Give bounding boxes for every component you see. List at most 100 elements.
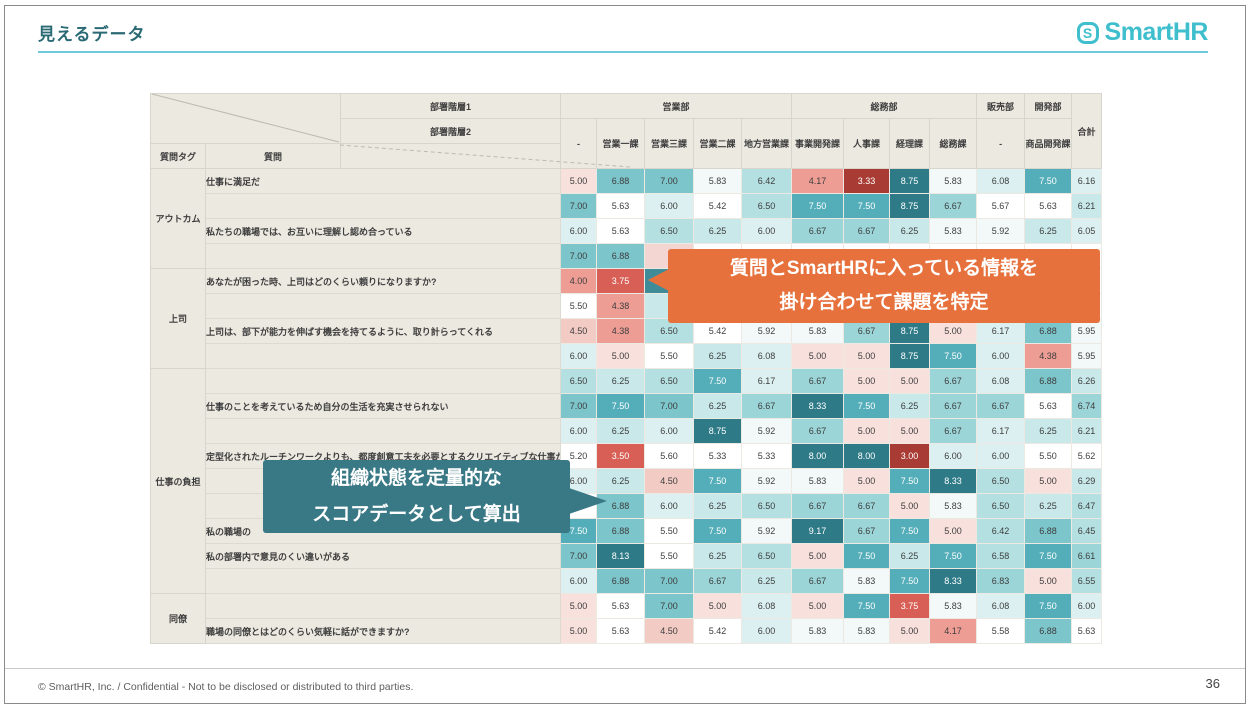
column-header: 営業一課 (596, 118, 645, 169)
score-cell: 6.08 (740, 343, 793, 369)
score-cell: 7.00 (560, 243, 597, 269)
score-cell: 6.74 (1071, 393, 1103, 419)
score-cell: 8.33 (929, 468, 978, 494)
score-cell: 5.83 (929, 168, 978, 194)
score-cell: 6.67 (929, 368, 978, 394)
score-cell: 7.50 (693, 468, 742, 494)
smarthr-logo: S SmartHR (1076, 18, 1209, 47)
question-header: 質問 (205, 143, 341, 169)
score-cell: 5.00 (560, 593, 597, 619)
title-underline (38, 51, 1208, 53)
score-cell: 5.50 (560, 293, 597, 319)
score-cell: 7.00 (644, 593, 694, 619)
score-cell: 5.92 (740, 418, 793, 444)
question-cell: 仕事に満足だ (205, 168, 561, 194)
question-cell: 上司は、部下が能力を伸ばす機会を持てるように、取り計らってくれる (205, 318, 561, 344)
score-cell: 5.83 (693, 168, 742, 194)
score-cell: 6.00 (644, 493, 694, 519)
score-cell: 4.50 (560, 318, 597, 344)
score-cell: 5.00 (596, 343, 645, 369)
table-row: 仕事のことを考えているため自分の生活を充実させられない 7.00 7.50 7.00 6… (151, 393, 1103, 419)
score-cell: 6.17 (740, 368, 793, 394)
tag-cell: アウトカム (150, 168, 206, 269)
score-cell: 6.00 (560, 343, 597, 369)
score-cell: 4.38 (1024, 343, 1073, 369)
score-cell: 6.25 (693, 393, 742, 419)
score-cell: 5.83 (929, 593, 978, 619)
callout-pointer-right-icon (569, 488, 607, 514)
score-cell: 5.33 (693, 443, 742, 469)
score-cell: 7.50 (1024, 593, 1073, 619)
score-cell: 5.00 (791, 543, 845, 569)
score-cell: 6.50 (740, 543, 793, 569)
question-cell (205, 293, 561, 319)
score-cell: 7.50 (889, 568, 931, 594)
score-cell: 5.00 (889, 418, 931, 444)
teal-callout: 組織状態を定量的な スコアデータとして算出 (263, 460, 607, 533)
score-cell: 6.21 (1071, 193, 1103, 219)
group-header: 営業部 (559, 93, 793, 119)
question-cell: 私たちの職場では、お互いに理解し認め合っている (205, 218, 561, 244)
score-cell: 6.45 (1071, 518, 1103, 544)
score-cell: 7.50 (843, 543, 891, 569)
score-cell: 5.00 (889, 368, 931, 394)
score-cell: 8.75 (889, 193, 931, 219)
score-cell: 7.00 (644, 568, 694, 594)
score-cell: 5.83 (929, 493, 978, 519)
score-cell: 5.92 (976, 218, 1026, 244)
score-cell: 5.63 (1071, 618, 1103, 644)
score-cell: 5.00 (1024, 568, 1073, 594)
score-cell: 5.00 (843, 418, 891, 444)
score-cell: 5.50 (644, 343, 694, 369)
question-cell (205, 568, 561, 594)
score-cell: 6.67 (791, 368, 845, 394)
column-header: 経理課 (889, 118, 931, 169)
page-title: 見えるデータ (38, 25, 146, 44)
table-row: 6.00 6.25 6.00 8.75 5.92 6.67 5.00 5.00 6.67 6.17… (151, 418, 1103, 444)
score-cell: 6.50 (644, 218, 694, 244)
score-cell: 5.33 (740, 443, 793, 469)
heatmap-table: 部署階層1 営業部 総務部 販売部 開発部 合計 部署階層2- 営業一課 営業三課 営業二課 地方営… (150, 93, 1103, 644)
total-header: 合計 (1071, 93, 1103, 169)
score-cell: 6.00 (929, 443, 978, 469)
column-header: 総務課 (929, 118, 978, 169)
callout-pointer-left-icon (648, 269, 669, 291)
score-cell: 6.67 (976, 393, 1026, 419)
score-cell: 7.50 (791, 193, 845, 219)
score-cell: 6.25 (1024, 218, 1073, 244)
score-cell: 6.00 (740, 618, 793, 644)
smarthr-logo-icon: S (1076, 21, 1099, 44)
score-cell: 6.25 (889, 393, 931, 419)
score-cell: 5.83 (929, 218, 978, 244)
score-cell: 8.00 (791, 443, 845, 469)
score-cell: 5.00 (889, 618, 931, 644)
score-cell: 6.88 (596, 518, 645, 544)
score-cell: 5.00 (693, 593, 742, 619)
column-header: 地方営業課 (740, 118, 793, 169)
score-cell: 6.50 (740, 493, 793, 519)
question-cell (205, 193, 561, 219)
score-cell: 8.75 (889, 343, 931, 369)
score-cell: 4.50 (644, 618, 694, 644)
column-header: 商品開発課 (1024, 118, 1073, 169)
column-header: 営業三課 (644, 118, 694, 169)
table-row: アウトカム 仕事に満足だ 5.00 6.88 7.00 5.83 6.42 4.17 3.33 8… (150, 168, 1103, 269)
score-cell: 6.00 (560, 218, 597, 244)
table-row: 6.00 5.00 5.50 6.25 6.08 5.00 5.00 8.75 7.50 6.00… (151, 343, 1103, 369)
score-cell: 7.50 (929, 543, 978, 569)
score-cell: 5.92 (740, 468, 793, 494)
score-cell: 5.42 (693, 193, 742, 219)
score-cell: 6.25 (693, 218, 742, 244)
table-row: 私たちの職場では、お互いに理解し認め合っている 6.00 5.63 6.50 6.25 6… (151, 218, 1103, 244)
score-cell: 6.88 (596, 243, 645, 269)
page-number: 36 (1205, 676, 1220, 691)
score-cell: 8.75 (889, 168, 931, 194)
question-cell (205, 368, 561, 394)
score-cell: 6.67 (693, 568, 742, 594)
score-cell: 7.50 (596, 393, 645, 419)
score-cell: 6.16 (1071, 168, 1103, 194)
score-cell: 5.63 (596, 218, 645, 244)
score-cell: 6.17 (976, 418, 1026, 444)
score-cell: 7.00 (560, 543, 597, 569)
